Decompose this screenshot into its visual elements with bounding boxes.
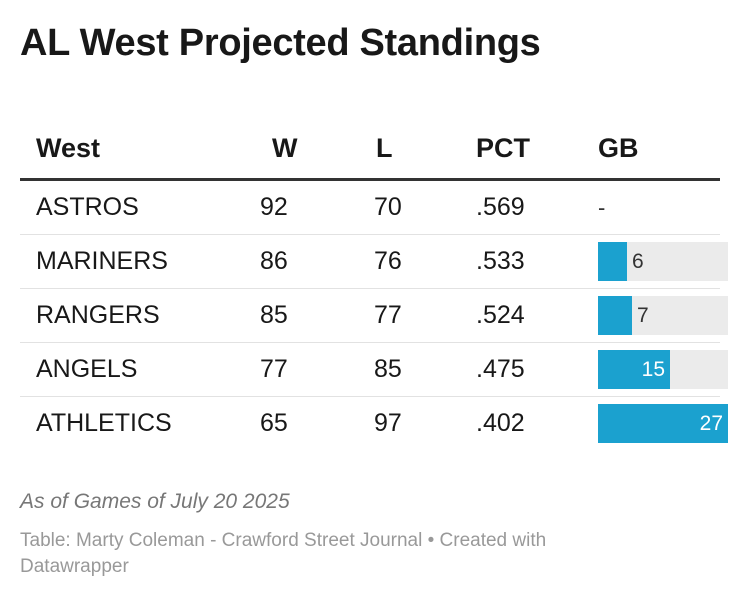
team-cell: MARINERS — [20, 234, 244, 289]
gb-bar — [598, 404, 728, 443]
gb-cell: - — [590, 179, 720, 235]
gb-bar — [598, 296, 632, 335]
pct-cell: .524 — [476, 288, 590, 343]
header-losses[interactable]: L — [374, 118, 476, 181]
gb-bar — [598, 242, 627, 281]
losses-cell: 76 — [374, 234, 476, 289]
losses-cell: 70 — [374, 179, 476, 235]
gb-bar-track: 27 — [598, 404, 728, 443]
losses-cell: 97 — [374, 409, 402, 437]
gb-cell: 15 — [590, 342, 728, 397]
table-row: ANGELS 77 85.475 15 — [20, 342, 728, 397]
gb-label: 7 — [637, 304, 649, 327]
header-pct[interactable]: PCT — [476, 118, 590, 181]
gb-bar-track: 15 — [598, 350, 728, 389]
table-row: MARINERS 86 76.533 6 — [20, 234, 728, 289]
team-cell: RANGERS — [20, 288, 244, 343]
wins-cell: 65 — [260, 409, 288, 437]
header-team[interactable]: West — [20, 118, 244, 181]
gb-label: 15 — [641, 358, 665, 381]
table-row: RANGERS 85 77.524 7 — [20, 288, 728, 343]
team-cell: ASTROS — [20, 179, 244, 235]
gb-bar — [598, 350, 670, 389]
wins-cell: 85 — [244, 288, 374, 343]
gb-bar-track: 7 — [598, 296, 728, 335]
team-cell: ANGELS — [20, 342, 244, 397]
gb-label: 27 — [699, 412, 723, 435]
date-note: As of Games of July 20 2025 — [20, 490, 290, 513]
wins-cell: 92 — [244, 179, 374, 235]
gb-cell: 27 — [590, 397, 728, 451]
chart-title: AL West Projected Standings — [20, 22, 541, 64]
header-wins[interactable]: W — [244, 118, 374, 181]
table-row: ASTROS 92 70.569- — [20, 179, 720, 235]
pct-cell: .402 — [476, 409, 525, 437]
gb-label: 6 — [632, 250, 644, 273]
pct-cell: .533 — [476, 234, 590, 289]
team-cell: ATHLETICS — [36, 409, 172, 437]
pct-cell: .475 — [476, 342, 590, 397]
wins-cell: 77 — [244, 342, 374, 397]
gb-bar-track: 6 — [598, 242, 728, 281]
pct-cell: .569 — [476, 179, 590, 235]
table-row: ATHLETICS 65 97 .402 27 — [20, 397, 728, 451]
gb-cell: 7 — [590, 288, 728, 343]
losses-cell: 85 — [374, 342, 476, 397]
table-header-row: West W L PCT GB — [20, 118, 720, 181]
gb-cell: 6 — [590, 234, 728, 289]
gb-label: - — [598, 195, 606, 220]
wins-cell: 86 — [244, 234, 374, 289]
standings-table: West W L PCT GB ASTROS 92 70.569- MARINERS 8… — [20, 118, 728, 451]
header-gb[interactable]: GB — [590, 118, 720, 181]
source-credit: Table: Marty Coleman - Crawford Street J… — [20, 530, 547, 577]
losses-cell: 77 — [374, 288, 476, 343]
